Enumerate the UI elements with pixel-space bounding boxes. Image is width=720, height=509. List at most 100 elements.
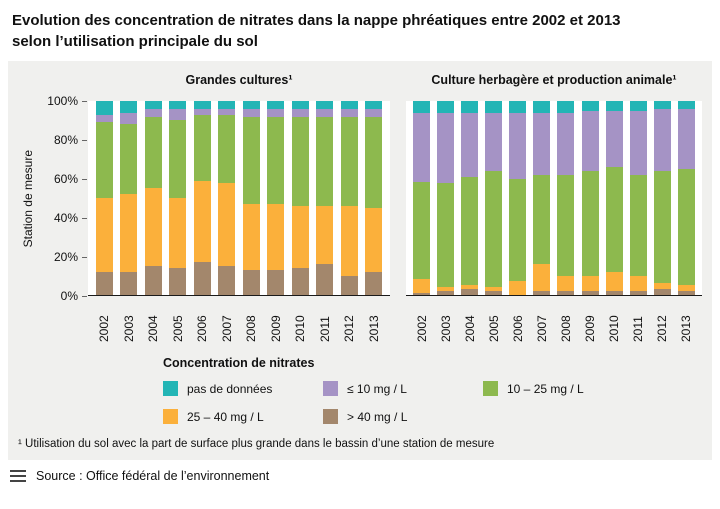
bar-segment[interactable]	[437, 291, 455, 295]
bar-segment[interactable]	[581, 101, 599, 111]
bar-segment[interactable]	[95, 122, 113, 199]
bar-segment[interactable]	[291, 101, 309, 109]
bar-segment[interactable]	[340, 205, 358, 276]
bar-segment[interactable]	[485, 287, 503, 292]
bar-segment[interactable]	[242, 116, 260, 204]
bar-2002[interactable]	[413, 101, 431, 295]
bar-segment[interactable]	[120, 124, 138, 195]
bar-2002[interactable]	[95, 101, 113, 295]
bar-segment[interactable]	[461, 112, 479, 177]
bar-2006[interactable]	[509, 101, 527, 295]
bar-2011[interactable]	[629, 101, 647, 295]
bar-segment[interactable]	[605, 291, 623, 295]
bar-segment[interactable]	[218, 265, 236, 295]
bar-segment[interactable]	[653, 283, 671, 290]
bar-segment[interactable]	[557, 101, 575, 113]
bar-segment[interactable]	[365, 271, 383, 295]
bar-segment[interactable]	[413, 182, 431, 280]
bar-segment[interactable]	[340, 275, 358, 295]
bar-segment[interactable]	[677, 108, 695, 169]
bar-segment[interactable]	[677, 101, 695, 109]
bar-segment[interactable]	[193, 180, 211, 263]
bar-segment[interactable]	[267, 269, 285, 295]
bar-segment[interactable]	[485, 170, 503, 288]
bar-segment[interactable]	[437, 112, 455, 183]
bar-segment[interactable]	[169, 101, 187, 109]
bar-segment[interactable]	[267, 116, 285, 204]
bar-segment[interactable]	[413, 293, 431, 295]
bar-segment[interactable]	[169, 267, 187, 295]
bar-segment[interactable]	[365, 101, 383, 109]
bar-segment[interactable]	[316, 205, 334, 264]
bar-2009[interactable]	[267, 101, 285, 295]
bar-segment[interactable]	[242, 203, 260, 270]
bar-segment[interactable]	[169, 198, 187, 268]
bar-segment[interactable]	[193, 108, 211, 115]
bar-segment[interactable]	[340, 116, 358, 206]
bar-2010[interactable]	[291, 101, 309, 295]
bar-segment[interactable]	[533, 112, 551, 175]
bar-2005[interactable]	[169, 101, 187, 295]
bar-segment[interactable]	[316, 101, 334, 109]
bar-2004[interactable]	[144, 101, 162, 295]
bar-segment[interactable]	[169, 108, 187, 121]
bar-segment[interactable]	[242, 108, 260, 117]
bar-segment[interactable]	[291, 267, 309, 295]
bar-segment[interactable]	[509, 112, 527, 179]
bar-segment[interactable]	[629, 101, 647, 111]
bar-segment[interactable]	[291, 205, 309, 268]
bar-segment[interactable]	[629, 291, 647, 295]
bar-segment[interactable]	[605, 271, 623, 292]
bar-2005[interactable]	[485, 101, 503, 295]
bar-segment[interactable]	[218, 108, 236, 115]
bar-segment[interactable]	[557, 275, 575, 292]
bar-segment[interactable]	[557, 291, 575, 295]
bar-segment[interactable]	[605, 110, 623, 167]
bar-segment[interactable]	[365, 108, 383, 117]
bar-segment[interactable]	[413, 279, 431, 294]
bar-segment[interactable]	[120, 271, 138, 295]
bar-segment[interactable]	[144, 101, 162, 109]
bar-segment[interactable]	[144, 116, 162, 189]
bar-segment[interactable]	[437, 101, 455, 113]
bar-segment[interactable]	[365, 116, 383, 208]
bar-segment[interactable]	[461, 289, 479, 295]
bar-segment[interactable]	[291, 108, 309, 117]
bar-segment[interactable]	[365, 207, 383, 272]
bar-segment[interactable]	[581, 291, 599, 295]
bar-segment[interactable]	[461, 176, 479, 286]
bar-segment[interactable]	[629, 275, 647, 292]
bar-2012[interactable]	[340, 101, 358, 295]
bar-segment[interactable]	[193, 114, 211, 181]
bar-segment[interactable]	[95, 198, 113, 272]
bar-2011[interactable]	[316, 101, 334, 295]
bar-segment[interactable]	[242, 269, 260, 295]
bar-segment[interactable]	[485, 101, 503, 113]
bar-segment[interactable]	[316, 263, 334, 295]
bar-2010[interactable]	[605, 101, 623, 295]
bar-segment[interactable]	[509, 178, 527, 282]
bar-segment[interactable]	[557, 174, 575, 276]
bar-segment[interactable]	[509, 281, 527, 295]
bar-2008[interactable]	[557, 101, 575, 295]
bar-segment[interactable]	[144, 188, 162, 266]
bar-2004[interactable]	[461, 101, 479, 295]
bar-segment[interactable]	[267, 101, 285, 109]
bar-segment[interactable]	[677, 291, 695, 295]
bar-segment[interactable]	[653, 101, 671, 109]
bar-segment[interactable]	[629, 174, 647, 276]
bar-segment[interactable]	[144, 108, 162, 117]
bar-2012[interactable]	[653, 101, 671, 295]
bar-segment[interactable]	[485, 291, 503, 295]
bar-2003[interactable]	[120, 101, 138, 295]
bar-segment[interactable]	[581, 275, 599, 292]
bar-segment[interactable]	[437, 287, 455, 292]
bar-segment[interactable]	[95, 114, 113, 123]
bar-segment[interactable]	[677, 285, 695, 292]
bar-segment[interactable]	[581, 110, 599, 171]
bar-segment[interactable]	[218, 182, 236, 266]
bar-segment[interactable]	[413, 101, 431, 113]
bar-segment[interactable]	[316, 108, 334, 117]
bar-2013[interactable]	[677, 101, 695, 295]
bar-segment[interactable]	[316, 116, 334, 206]
